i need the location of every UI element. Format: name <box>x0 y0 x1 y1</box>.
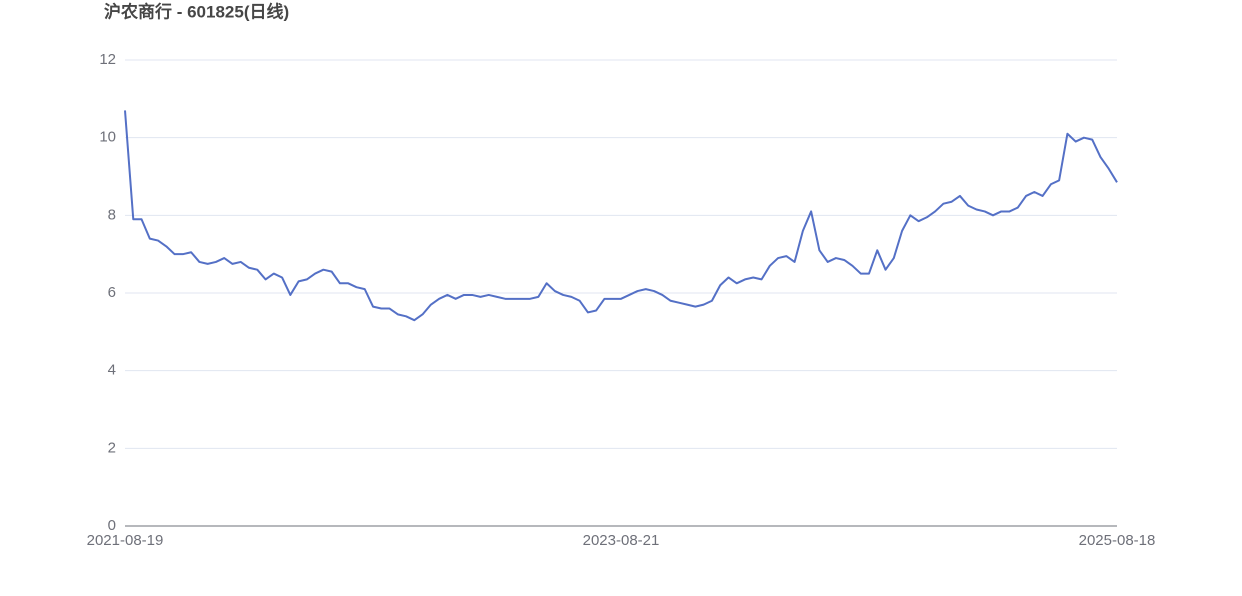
x-tick-label: 2025-08-18 <box>1079 532 1156 549</box>
x-tick-label: 2023-08-21 <box>583 532 660 549</box>
y-tick-label: 6 <box>108 284 116 301</box>
y-tick-label: 4 <box>108 362 116 379</box>
y-tick-label: 2 <box>108 439 116 456</box>
y-tick-label: 10 <box>99 129 116 146</box>
x-tick-label: 2021-08-19 <box>87 532 164 549</box>
y-tick-label: 0 <box>108 517 116 534</box>
price-line <box>124 110 1118 322</box>
y-tick-label: 12 <box>99 51 116 68</box>
y-tick-label: 8 <box>108 206 116 223</box>
chart-title: 沪农商行 - 601825(日线) <box>104 1 289 21</box>
